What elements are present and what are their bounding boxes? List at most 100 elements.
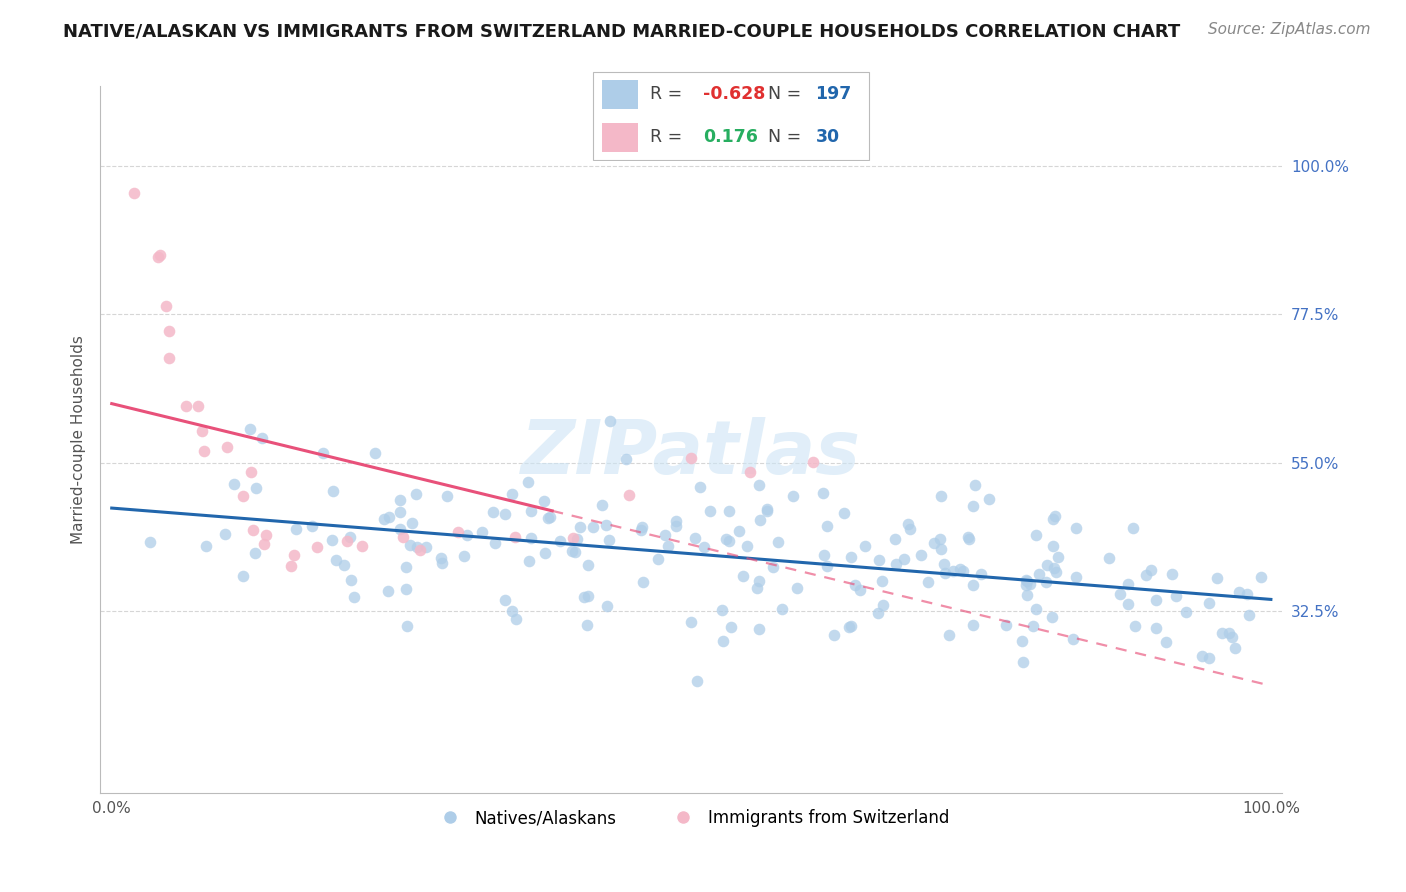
Point	[737, 539, 759, 553]
Point	[917, 574, 939, 589]
Point	[1015, 588, 1038, 602]
Point	[770, 601, 793, 615]
Point	[1108, 587, 1130, 601]
Point	[681, 615, 703, 630]
Point	[679, 450, 702, 465]
Point	[389, 505, 412, 519]
FancyBboxPatch shape	[602, 80, 638, 109]
Point	[494, 508, 516, 522]
Text: NATIVE/ALASKAN VS IMMIGRANTS FROM SWITZERLAND MARRIED-COUPLE HOUSEHOLDS CORRELAT: NATIVE/ALASKAN VS IMMIGRANTS FROM SWITZE…	[63, 22, 1181, 40]
Point	[686, 673, 709, 688]
Point	[693, 540, 716, 554]
Text: R =: R =	[650, 128, 693, 146]
Point	[755, 504, 778, 518]
Point	[1011, 655, 1033, 669]
Point	[453, 549, 475, 564]
Point	[430, 556, 453, 570]
Point	[886, 557, 908, 571]
Point	[647, 552, 669, 566]
Point	[595, 517, 617, 532]
Point	[994, 618, 1017, 632]
Point	[832, 506, 855, 520]
Point	[957, 532, 980, 546]
Text: N =: N =	[768, 128, 811, 146]
Point	[782, 489, 804, 503]
Point	[716, 532, 738, 546]
Point	[1018, 577, 1040, 591]
Point	[897, 516, 920, 531]
Point	[872, 598, 894, 612]
Point	[728, 524, 751, 539]
Point	[900, 522, 922, 536]
Point	[561, 544, 583, 558]
Point	[401, 516, 423, 530]
Text: ZIPatlas: ZIPatlas	[522, 417, 862, 490]
Point	[215, 440, 238, 454]
Point	[1011, 633, 1033, 648]
Point	[569, 520, 592, 534]
Point	[157, 324, 180, 338]
Point	[929, 489, 952, 503]
Point	[567, 532, 589, 546]
Point	[1036, 558, 1059, 573]
Point	[1035, 575, 1057, 590]
Point	[1123, 618, 1146, 632]
Point	[870, 574, 893, 589]
Point	[745, 582, 768, 596]
Point	[436, 490, 458, 504]
Point	[494, 593, 516, 607]
Point	[630, 524, 652, 538]
Point	[1206, 571, 1229, 585]
Point	[517, 475, 540, 489]
Point	[962, 499, 984, 513]
Point	[174, 399, 197, 413]
Point	[301, 519, 323, 533]
Point	[868, 606, 890, 620]
Point	[1227, 585, 1250, 599]
Point	[665, 519, 688, 533]
Point	[1116, 577, 1139, 591]
Point	[575, 618, 598, 632]
Point	[683, 531, 706, 545]
Point	[503, 530, 526, 544]
Point	[756, 501, 779, 516]
Point	[910, 548, 932, 562]
Point	[1218, 625, 1240, 640]
Point	[617, 488, 640, 502]
Point	[157, 351, 180, 365]
Point	[155, 299, 177, 313]
Point	[1040, 610, 1063, 624]
Point	[187, 400, 209, 414]
Point	[665, 514, 688, 528]
Point	[1025, 528, 1047, 542]
Point	[471, 525, 494, 540]
Point	[564, 544, 586, 558]
Point	[1015, 578, 1038, 592]
Point	[533, 494, 555, 508]
Point	[614, 451, 637, 466]
Point	[572, 591, 595, 605]
Point	[405, 487, 427, 501]
Point	[1042, 539, 1064, 553]
Point	[762, 559, 785, 574]
Point	[398, 538, 420, 552]
Point	[853, 540, 876, 554]
Point	[811, 485, 834, 500]
Point	[839, 618, 862, 632]
Text: N =: N =	[768, 85, 807, 103]
Point	[1116, 597, 1139, 611]
Point	[501, 487, 523, 501]
Text: R =: R =	[650, 85, 688, 103]
Point	[1211, 625, 1233, 640]
Point	[222, 477, 245, 491]
Point	[1043, 508, 1066, 523]
Point	[1022, 619, 1045, 633]
Point	[1144, 621, 1167, 635]
Point	[748, 478, 770, 492]
Point	[942, 564, 965, 578]
Point	[312, 446, 335, 460]
Point	[395, 560, 418, 574]
Point	[1064, 521, 1087, 535]
Legend: Natives/Alaskans, Immigrants from Switzerland: Natives/Alaskans, Immigrants from Switze…	[426, 803, 956, 834]
Point	[373, 512, 395, 526]
